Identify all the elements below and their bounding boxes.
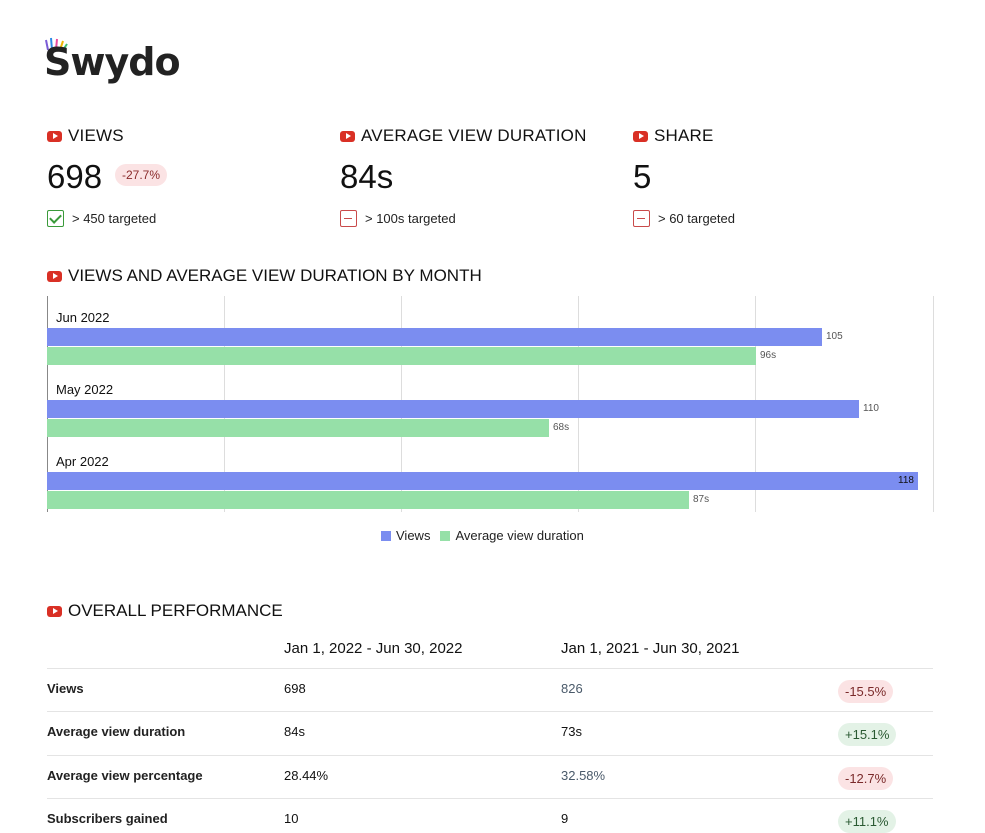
- legend-label: Average view duration: [455, 528, 584, 543]
- chart-section-title-label: VIEWS AND AVERAGE VIEW DURATION BY MONTH: [68, 266, 482, 285]
- kpi-title: SHARE: [633, 126, 913, 146]
- legend-item: Views: [381, 528, 430, 543]
- chart-legend: Views Average view duration: [381, 528, 594, 543]
- previous-value: 32.58%: [561, 768, 606, 783]
- kpi-target: > 450 targeted: [47, 210, 156, 227]
- kpi-target-label: > 450 targeted: [72, 211, 157, 226]
- change-badge: -12.7%: [838, 767, 894, 790]
- views-bar: [47, 400, 859, 418]
- previous-value: 9: [561, 811, 569, 826]
- target-missed-checkbox-icon: [633, 210, 650, 227]
- bar-value-label: 68s: [553, 422, 570, 433]
- views-bar: [47, 328, 822, 346]
- legend-label: Views: [396, 528, 431, 543]
- target-met-checkbox-icon: [47, 210, 64, 227]
- legend-swatch: [440, 530, 451, 541]
- current-value: 28.44%: [284, 768, 329, 783]
- legend-item: Average view duration: [440, 528, 584, 543]
- period-column-header: Jan 1, 2022 - Jun 30, 2022: [284, 640, 463, 657]
- table-row: Subscribers gained 10 9 +11.1%: [47, 798, 933, 833]
- category-label: May 2022: [56, 382, 114, 397]
- chart-section-title: VIEWS AND AVERAGE VIEW DURATION BY MONTH: [47, 266, 482, 286]
- kpi-target: > 100s targeted: [340, 210, 456, 227]
- kpi-title-label: VIEWS: [68, 126, 124, 145]
- change-badge: +11.1%: [838, 810, 896, 833]
- swydo-logo: Swydo: [44, 36, 181, 92]
- kpi-share: SHARE 5 > 60 targeted: [633, 126, 913, 227]
- kpi-value: 84s: [340, 158, 394, 195]
- performance-section-title: OVERALL PERFORMANCE: [47, 601, 283, 621]
- kpi-target-label: > 100s targeted: [365, 211, 456, 226]
- bar-value-label: 96s: [760, 350, 777, 361]
- comparison-column-header: Jan 1, 2021 - Jun 30, 2021: [561, 640, 740, 657]
- change-badge: +15.1%: [838, 723, 897, 746]
- previous-value: 73s: [561, 724, 582, 739]
- legend-swatch: [381, 530, 391, 541]
- table-row: Average view duration 84s 73s +15.1%: [47, 711, 933, 754]
- bar-value-label: 105: [826, 331, 843, 342]
- row-label: Views: [47, 681, 84, 696]
- kpi-change-badge: -27.7%: [115, 164, 168, 186]
- duration-bar: [47, 491, 689, 509]
- logo-spark-icon: [45, 37, 68, 51]
- kpi-average-view-duration: AVERAGE VIEW DURATION 84s > 100s targete…: [340, 126, 620, 227]
- kpi-value: 5: [633, 158, 652, 195]
- views-bar: [47, 472, 918, 490]
- chart-gridline: [933, 296, 934, 512]
- kpi-value: 698: [47, 158, 103, 195]
- kpi-title: AVERAGE VIEW DURATION: [340, 126, 620, 146]
- kpi-title-label: SHARE: [654, 126, 714, 145]
- kpi-target: > 60 targeted: [633, 210, 735, 227]
- current-value: 84s: [284, 724, 305, 739]
- youtube-icon: [47, 605, 62, 617]
- duration-bar: [47, 347, 756, 365]
- kpi-title: VIEWS: [47, 126, 327, 146]
- performance-section-title-label: OVERALL PERFORMANCE: [68, 601, 283, 620]
- bar-value-label: 110: [863, 403, 879, 414]
- youtube-icon: [340, 130, 355, 142]
- table-row: Views 698 826 -15.5%: [47, 668, 933, 711]
- category-label: Jun 2022: [56, 310, 110, 325]
- current-value: 10: [284, 811, 299, 826]
- previous-value: 826: [561, 681, 583, 696]
- target-missed-checkbox-icon: [340, 210, 357, 227]
- duration-bar: [47, 419, 549, 437]
- kpi-target-label: > 60 targeted: [658, 211, 735, 226]
- row-label: Average view duration: [47, 724, 186, 739]
- kpi-title-label: AVERAGE VIEW DURATION: [361, 126, 587, 145]
- change-badge: -15.5%: [838, 680, 894, 703]
- table-row: Average view percentage 28.44% 32.58% -12.7…: [47, 755, 933, 798]
- logo-wordmark: Swydo: [44, 40, 181, 84]
- youtube-icon: [47, 270, 62, 282]
- kpi-views: VIEWS 698 -27.7% > 450 targeted: [47, 126, 327, 227]
- youtube-icon: [47, 130, 62, 142]
- bar-value-label: 118: [898, 475, 914, 486]
- views-duration-bar-chart: Jun 2022 105 96s May 2022 110 68s Apr 2022 118 8…: [47, 296, 934, 512]
- category-label: Apr 2022: [56, 454, 109, 469]
- row-label: Average view percentage: [47, 768, 203, 783]
- youtube-icon: [633, 130, 648, 142]
- bar-value-label: 87s: [693, 494, 710, 505]
- current-value: 698: [284, 681, 306, 696]
- row-label: Subscribers gained: [47, 811, 168, 826]
